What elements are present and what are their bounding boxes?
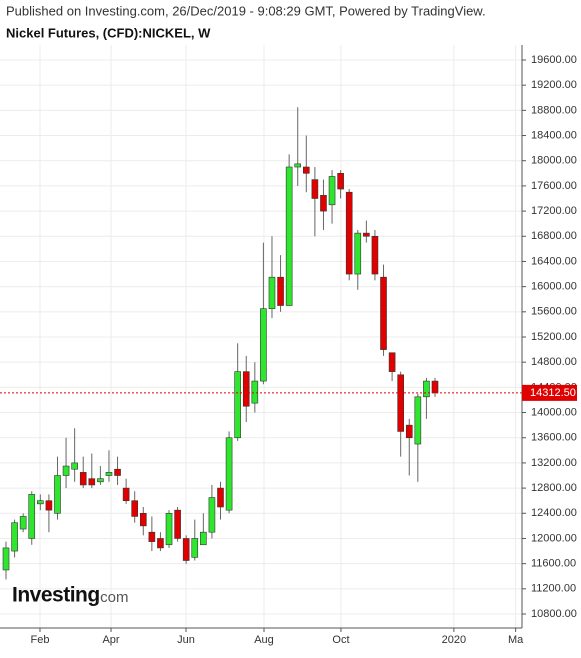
- candle-body: [397, 374, 404, 432]
- candle-body: [71, 462, 78, 470]
- candle-body: [19, 516, 27, 530]
- chart-title: Nickel Futures, (CFD):NICKEL, W: [6, 25, 211, 40]
- candle-body: [242, 371, 250, 407]
- candle-body: [217, 487, 224, 508]
- candle-body: [294, 163, 302, 168]
- last-price-box: [522, 384, 577, 401]
- y-tick-label: 13200.00: [531, 457, 577, 469]
- candle-body: [182, 538, 190, 561]
- candle-body: [28, 494, 36, 539]
- y-tick-label: 18800.00: [531, 104, 577, 116]
- candle-body: [11, 522, 18, 552]
- candle-body: [105, 472, 113, 476]
- y-tick-label: 12800.00: [531, 482, 577, 494]
- candle-body: [234, 371, 241, 439]
- candle-body: [354, 232, 362, 275]
- axis-labels: 10800.00 11200.00 11600.00 12000.00 12400.00…: [30, 54, 577, 646]
- y-tick-label: 18400.00: [531, 129, 577, 141]
- x-tick-label: Ma: [508, 634, 524, 646]
- candle-body: [139, 512, 147, 527]
- candle-body: [200, 531, 207, 546]
- candle-body: [225, 437, 233, 511]
- y-tick-label: 10800.00: [531, 608, 577, 620]
- y-tick-label: 19200.00: [531, 79, 577, 91]
- candle-body: [45, 500, 53, 511]
- candle-body: [277, 276, 284, 306]
- y-tick-label: 12400.00: [531, 507, 577, 519]
- x-tick-label: Feb: [30, 634, 49, 646]
- y-tick-label: 17600.00: [531, 180, 577, 192]
- candle-body: [423, 380, 430, 398]
- candle-body: [165, 512, 173, 546]
- candle-body: [122, 487, 130, 501]
- x-tick-label: Aug: [254, 634, 274, 646]
- y-tick-label: 11600.00: [531, 558, 576, 570]
- candle-body: [114, 468, 121, 476]
- y-tick-label: 13600.00: [531, 432, 577, 444]
- candle-body: [131, 500, 139, 517]
- candle-body: [260, 308, 267, 382]
- candle-body: [380, 276, 387, 350]
- candle-body: [79, 472, 87, 486]
- x-tick-label: Oct: [332, 634, 349, 646]
- candle-body: [285, 166, 293, 306]
- candle-body: [148, 531, 156, 542]
- candle-body: [431, 380, 439, 394]
- candle-body: [414, 396, 422, 445]
- x-tick-label: Jun: [177, 634, 195, 646]
- candle-body: [37, 500, 44, 505]
- candle-body: [337, 173, 344, 190]
- candle-body: [191, 538, 199, 558]
- candle-body: [251, 380, 259, 404]
- x-tick-label: Apr: [102, 634, 119, 646]
- header: Published on Investing.com, 26/Dec/2019 …: [6, 3, 486, 18]
- candle-body: [302, 166, 310, 174]
- candle-body: [62, 465, 70, 476]
- candle-body: [174, 509, 181, 539]
- candle-body: [268, 276, 276, 309]
- candle-body: [328, 176, 336, 206]
- candle-body: [311, 179, 319, 199]
- y-tick-label: 11200.00: [531, 583, 576, 595]
- y-tick-label: 17200.00: [531, 205, 577, 217]
- candle-body: [320, 195, 327, 212]
- logo-suffix: .com: [96, 589, 129, 606]
- y-tick-label: 14000.00: [531, 406, 577, 418]
- candle-body: [54, 475, 61, 514]
- candle-body: [88, 478, 96, 486]
- candle-body: [208, 497, 216, 533]
- y-tick-label: 19600.00: [531, 54, 577, 66]
- y-tick-label: 14800.00: [531, 356, 577, 368]
- candle-body: [371, 235, 379, 275]
- y-tick-label: 15600.00: [531, 306, 577, 318]
- y-tick-label: 16400.00: [531, 255, 577, 267]
- candle-body: [363, 232, 370, 237]
- y-tick-label: 16800.00: [531, 230, 577, 242]
- candle-body: [157, 538, 164, 549]
- candle-body: [97, 478, 104, 483]
- y-tick-label: 15200.00: [531, 331, 577, 343]
- x-tick-label: 2020: [442, 634, 466, 646]
- candle-body: [345, 191, 353, 275]
- y-tick-label: 12000.00: [531, 532, 577, 544]
- last-price-label: 14312.50: [530, 387, 576, 399]
- logo-brand: Investing: [12, 584, 100, 607]
- y-tick-label: 18000.00: [531, 155, 577, 167]
- candle-body: [405, 424, 413, 439]
- y-tick-label: 16000.00: [531, 281, 577, 293]
- candle-body: [2, 547, 10, 571]
- candle-body: [388, 352, 396, 372]
- candles: [0, 107, 522, 580]
